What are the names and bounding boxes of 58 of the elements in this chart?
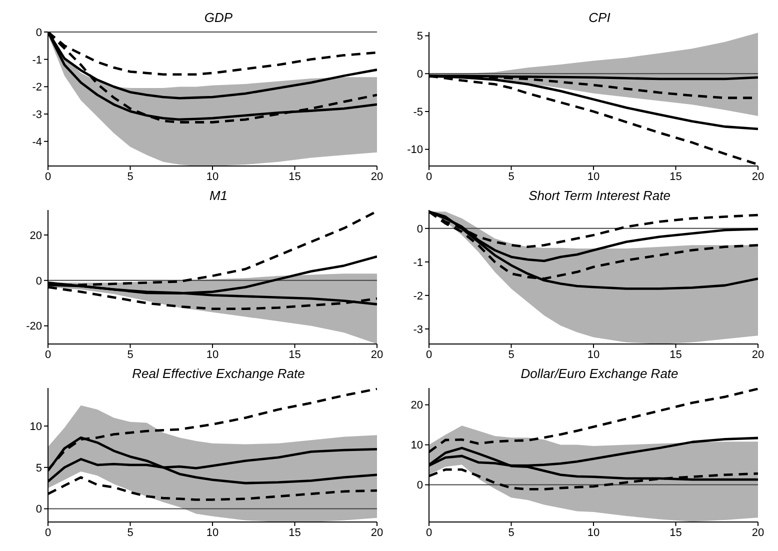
y-tick-label: 20 xyxy=(410,400,423,412)
y-tick-label: -10 xyxy=(407,144,423,156)
x-tick-label: 0 xyxy=(44,526,52,539)
x-tick-label: 20 xyxy=(370,348,384,361)
x-tick-label: 0 xyxy=(426,526,432,539)
y-tick-label: -2 xyxy=(32,82,42,94)
x-tick-label: 10 xyxy=(587,526,600,539)
chart-title: Dollar/Euro Exchange Rate xyxy=(520,365,680,383)
x-tick-label: 5 xyxy=(508,526,514,539)
x-tick-label: 5 xyxy=(127,348,134,361)
y-tick-label: 20 xyxy=(30,230,42,242)
x-tick-label: 10 xyxy=(587,348,600,361)
x-tick-label: 5 xyxy=(127,526,134,539)
y-tick-label: 10 xyxy=(30,420,42,433)
x-tick-label: 0 xyxy=(426,348,432,361)
x-tick-label: 20 xyxy=(370,526,384,539)
y-tick-label: -1 xyxy=(413,256,423,269)
y-tick-label: 0 xyxy=(36,504,42,516)
x-tick-label: 20 xyxy=(752,348,764,361)
x-tick-label: 15 xyxy=(670,348,682,361)
x-tick-label: 5 xyxy=(508,348,514,361)
y-tick-label: -1 xyxy=(32,54,42,66)
chart-title: Real Effective Exchange Rate xyxy=(131,365,306,383)
y-tick-label: -20 xyxy=(26,320,42,333)
x-tick-label: 0 xyxy=(426,170,432,183)
x-tick-label: 15 xyxy=(288,170,301,183)
x-tick-label: 20 xyxy=(752,526,764,539)
y-tick-label: 0 xyxy=(36,275,42,288)
chart-title: M1 xyxy=(208,187,229,205)
chart-title: CPI xyxy=(588,9,612,27)
x-tick-label: 0 xyxy=(44,170,52,183)
x-tick-label: 15 xyxy=(288,348,301,361)
x-tick-label: 5 xyxy=(508,170,514,183)
x-tick-label: 10 xyxy=(206,170,219,183)
x-tick-label: 10 xyxy=(587,170,600,183)
y-tick-label: 5 xyxy=(416,30,423,43)
x-tick-label: 0 xyxy=(44,348,52,361)
y-tick-label: -4 xyxy=(32,136,42,148)
chart-title: Short Term Interest Rate xyxy=(528,187,672,205)
y-tick-label: 5 xyxy=(36,462,42,474)
x-tick-label: 10 xyxy=(206,348,219,361)
y-tick-label: -3 xyxy=(413,324,423,336)
y-tick-label: -5 xyxy=(413,106,423,118)
y-tick-label: 0 xyxy=(416,480,423,492)
x-tick-label: 20 xyxy=(370,170,384,183)
y-tick-label: 0 xyxy=(36,26,42,39)
x-tick-label: 15 xyxy=(670,170,682,183)
x-tick-label: 15 xyxy=(288,526,301,539)
x-tick-label: 5 xyxy=(127,170,134,183)
y-tick-label: -2 xyxy=(413,290,423,302)
x-tick-label: 15 xyxy=(670,526,682,539)
x-tick-label: 10 xyxy=(206,526,219,539)
y-tick-label: 0 xyxy=(416,68,423,81)
y-tick-label: 0 xyxy=(416,223,423,236)
y-tick-label: -3 xyxy=(32,108,42,121)
y-tick-label: 10 xyxy=(410,440,423,452)
chart-title: GDP xyxy=(203,9,234,27)
x-tick-label: 20 xyxy=(752,170,764,183)
